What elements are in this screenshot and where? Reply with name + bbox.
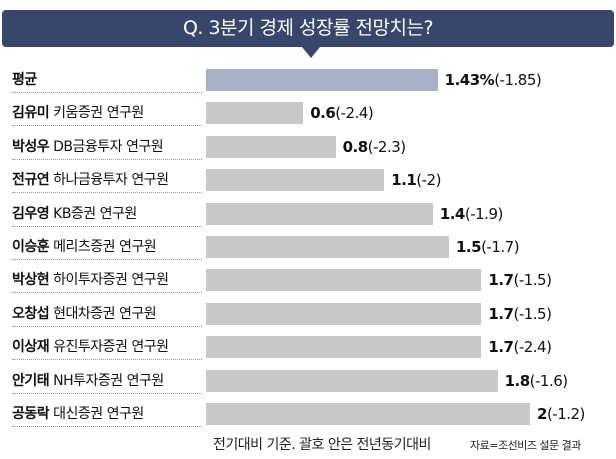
bar [206, 336, 482, 359]
category-label: 공동락 대신증권 연구원 [12, 402, 202, 427]
category-label: 박상현 하이투자증권 연구원 [12, 268, 202, 294]
qoq-value: 1.4 [439, 204, 466, 223]
chart-note: 전기대비 기준. 괄호 안은 전년동기대비 [213, 437, 431, 453]
yoy-value: (-2.4) [335, 104, 374, 123]
bar [206, 202, 433, 225]
person-name: 평균 [12, 72, 37, 88]
person-name: 안기태 [12, 372, 50, 389]
data-label: 1.43%(-1.85) [445, 69, 542, 91]
yoy-value: (-1.7) [481, 238, 520, 256]
yoy-value: (-2.4) [513, 338, 552, 357]
qoq-value: 0.8 [342, 137, 369, 156]
chart-source: 자료=조선비즈 설문 결과 [470, 439, 581, 452]
data-label: 2(-1.2) [537, 403, 585, 425]
yoy-value: (-1.85) [494, 71, 542, 89]
yoy-value: (-1.5) [513, 271, 552, 290]
bar [206, 135, 336, 158]
data-label: 1.1(-2) [391, 169, 441, 191]
data-label: 1.7(-1.5) [488, 303, 552, 325]
qoq-value: 1.1 [391, 171, 417, 190]
person-affiliation: 대신증권 연구원 [53, 406, 144, 422]
bar [206, 269, 482, 292]
person-name: 박상현 [12, 272, 50, 289]
bar [206, 369, 498, 392]
person-affiliation: 하이투자증권 연구원 [53, 272, 169, 289]
data-label: 1.7(-2.4) [488, 336, 552, 358]
person-affiliation: 현대차증권 연구원 [53, 305, 157, 322]
bar [206, 169, 385, 192]
qoq-value: 1.5 [456, 238, 482, 256]
bar [206, 102, 304, 125]
yoy-value: (-1.5) [513, 304, 552, 323]
bar [206, 236, 449, 258]
person-name: 전규연 [12, 172, 50, 189]
person-name: 이승훈 [12, 239, 50, 255]
qoq-value: 1.43% [444, 71, 495, 89]
person-affiliation: 하나금융투자 연구원 [53, 172, 169, 189]
qoq-value: 1.7 [488, 271, 514, 290]
category-label: 박성우 DB금융투자 연구원 [12, 135, 202, 160]
category-label: 전규연 하나금융투자 연구원 [12, 168, 202, 194]
average-bar [206, 69, 438, 91]
person-name: 박성우 [12, 138, 50, 155]
data-label: 0.6(-2.4) [310, 102, 374, 124]
yoy-value: (-2.3) [367, 137, 406, 156]
title-pointer [302, 47, 320, 58]
yoy-value: (-1.9) [464, 204, 503, 223]
person-affiliation: 메리츠증권 연구원 [53, 239, 157, 255]
chart-title: Q. 3분기 경제 성장률 전망치는? [2, 10, 614, 47]
yoy-value: (-1.2) [546, 405, 585, 423]
data-label: 1.7(-1.5) [488, 269, 552, 291]
category-label: 김유미 키움증권 연구원 [12, 101, 202, 127]
data-label: 0.8(-2.3) [342, 136, 407, 158]
person-affiliation: KB증권 연구원 [53, 205, 137, 222]
person-name: 김우영 [12, 205, 50, 222]
yoy-value: (-2) [416, 171, 441, 190]
bar [206, 403, 530, 425]
person-affiliation: DB금융투자 연구원 [53, 138, 164, 155]
qoq-value: 1.8 [504, 371, 531, 390]
data-label: 1.5(-1.7) [456, 236, 520, 258]
person-affiliation: 유진투자증권 연구원 [53, 339, 169, 356]
category-label: 김우영 KB증권 연구원 [12, 202, 202, 227]
category-label: 이승훈 메리츠증권 연구원 [12, 235, 202, 260]
category-label: 평균 [12, 68, 202, 93]
person-affiliation: NH투자증권 연구원 [53, 372, 164, 389]
qoq-value: 2 [537, 405, 547, 423]
category-label: 안기태 NH투자증권 연구원 [12, 369, 202, 394]
data-label: 1.8(-1.6) [504, 370, 569, 392]
qoq-value: 1.7 [488, 304, 514, 323]
qoq-value: 0.6 [310, 104, 336, 123]
person-name: 오창섭 [12, 305, 50, 322]
person-name: 공동락 [12, 406, 50, 422]
data-label: 1.4(-1.9) [439, 203, 504, 225]
qoq-value: 1.7 [488, 338, 514, 357]
category-label: 이상재 유진투자증권 연구원 [12, 335, 202, 361]
category-label: 오창섭 현대차증권 연구원 [12, 302, 202, 327]
bar [206, 302, 482, 325]
yoy-value: (-1.6) [529, 371, 568, 390]
person-name: 이상재 [12, 339, 50, 356]
person-name: 김유미 [12, 105, 50, 122]
person-affiliation: 키움증권 연구원 [53, 105, 144, 122]
